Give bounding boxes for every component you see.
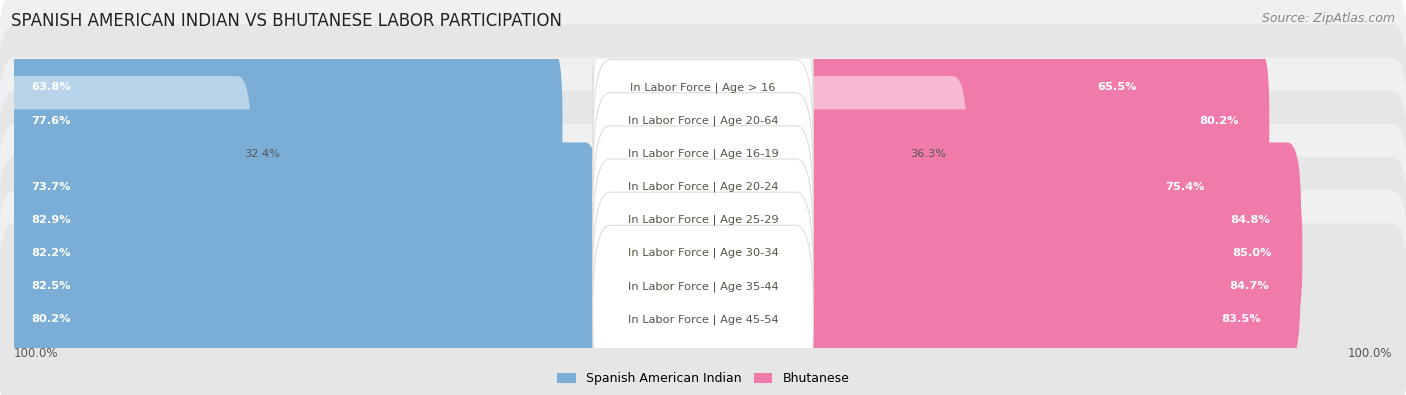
Text: 83.5%: 83.5% [1222, 314, 1261, 324]
FancyBboxPatch shape [689, 209, 1301, 364]
Text: 82.2%: 82.2% [31, 248, 70, 258]
FancyBboxPatch shape [593, 126, 813, 314]
FancyBboxPatch shape [0, 223, 1406, 395]
Text: In Labor Force | Age 20-24: In Labor Force | Age 20-24 [627, 182, 779, 192]
FancyBboxPatch shape [0, 10, 467, 165]
FancyBboxPatch shape [689, 176, 1302, 331]
Text: 36.3%: 36.3% [910, 149, 946, 159]
Text: 63.8%: 63.8% [31, 83, 72, 92]
FancyBboxPatch shape [689, 242, 1292, 395]
Text: 32.4%: 32.4% [245, 149, 280, 159]
Text: 85.0%: 85.0% [1232, 248, 1271, 258]
FancyBboxPatch shape [0, 43, 562, 198]
Text: In Labor Force | Age > 16: In Labor Force | Age > 16 [630, 82, 776, 93]
Text: 84.7%: 84.7% [1230, 281, 1270, 291]
FancyBboxPatch shape [0, 176, 595, 331]
FancyBboxPatch shape [0, 109, 536, 264]
Text: Source: ZipAtlas.com: Source: ZipAtlas.com [1261, 12, 1395, 25]
FancyBboxPatch shape [0, 76, 252, 231]
Legend: Spanish American Indian, Bhutanese: Spanish American Indian, Bhutanese [551, 367, 855, 390]
FancyBboxPatch shape [0, 24, 1406, 217]
Text: In Labor Force | Age 45-54: In Labor Force | Age 45-54 [627, 314, 779, 325]
FancyBboxPatch shape [0, 190, 1406, 382]
Text: In Labor Force | Age 16-19: In Labor Force | Age 16-19 [627, 149, 779, 159]
FancyBboxPatch shape [0, 58, 1406, 250]
FancyBboxPatch shape [593, 93, 813, 281]
FancyBboxPatch shape [0, 157, 1406, 349]
FancyBboxPatch shape [593, 60, 813, 248]
Text: 80.2%: 80.2% [1199, 116, 1239, 126]
FancyBboxPatch shape [0, 242, 581, 395]
FancyBboxPatch shape [593, 0, 813, 182]
Text: In Labor Force | Age 35-44: In Labor Force | Age 35-44 [627, 281, 779, 292]
Text: In Labor Force | Age 30-34: In Labor Force | Age 30-34 [627, 248, 779, 258]
Text: 77.6%: 77.6% [31, 116, 70, 126]
Text: 65.5%: 65.5% [1098, 83, 1137, 92]
FancyBboxPatch shape [689, 76, 967, 231]
Text: 82.5%: 82.5% [31, 281, 70, 291]
FancyBboxPatch shape [593, 159, 813, 347]
Text: In Labor Force | Age 25-29: In Labor Force | Age 25-29 [627, 215, 779, 225]
FancyBboxPatch shape [0, 124, 1406, 316]
FancyBboxPatch shape [0, 0, 1406, 184]
FancyBboxPatch shape [593, 192, 813, 380]
Text: 100.0%: 100.0% [1347, 346, 1392, 359]
Text: In Labor Force | Age 20-64: In Labor Force | Age 20-64 [627, 115, 779, 126]
FancyBboxPatch shape [689, 43, 1270, 198]
Text: 80.2%: 80.2% [31, 314, 70, 324]
FancyBboxPatch shape [0, 91, 1406, 283]
Text: 75.4%: 75.4% [1166, 182, 1205, 192]
FancyBboxPatch shape [0, 209, 596, 364]
FancyBboxPatch shape [689, 10, 1168, 165]
FancyBboxPatch shape [689, 109, 1236, 264]
FancyBboxPatch shape [0, 143, 599, 297]
Text: 73.7%: 73.7% [31, 182, 70, 192]
FancyBboxPatch shape [593, 26, 813, 215]
Text: SPANISH AMERICAN INDIAN VS BHUTANESE LABOR PARTICIPATION: SPANISH AMERICAN INDIAN VS BHUTANESE LAB… [11, 12, 562, 30]
FancyBboxPatch shape [593, 225, 813, 395]
Text: 84.8%: 84.8% [1230, 215, 1270, 225]
Text: 82.9%: 82.9% [31, 215, 70, 225]
Text: 100.0%: 100.0% [14, 346, 59, 359]
FancyBboxPatch shape [689, 143, 1301, 297]
